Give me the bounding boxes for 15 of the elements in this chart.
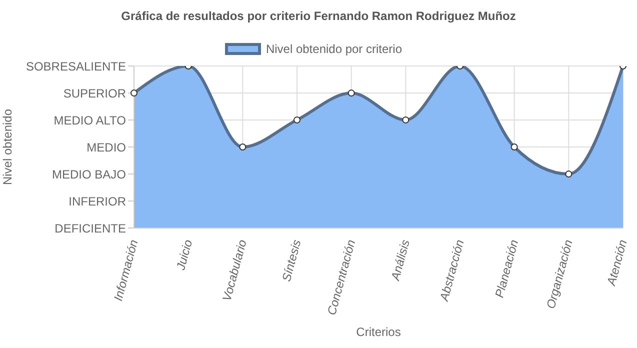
x-tick-label: Análisis — [388, 238, 412, 283]
chart-title: Gráfica de resultados por criterio Fernando Ramon Rodriguez Muñoz — [120, 9, 517, 23]
text: INFERIOR — [68, 194, 126, 208]
text: DEFICIENTE — [54, 221, 126, 236]
text: MEDIO — [86, 140, 126, 154]
x-tick-label: Síntesis — [279, 238, 304, 284]
text: MEDIO ALTO — [54, 113, 126, 128]
x-tick-label: Atención — [604, 238, 630, 288]
text: SOBRESALIENTE — [26, 59, 126, 74]
x-tick-label: Juicio — [173, 238, 196, 272]
legend-label: Nivel obtenido por criterio — [266, 42, 402, 56]
text: MEDIO BAJO — [52, 167, 126, 182]
text: Nivel obtenido — [0, 108, 14, 186]
x-axis-title: Criterios — [356, 325, 401, 339]
text: SUPERIOR — [63, 86, 126, 100]
